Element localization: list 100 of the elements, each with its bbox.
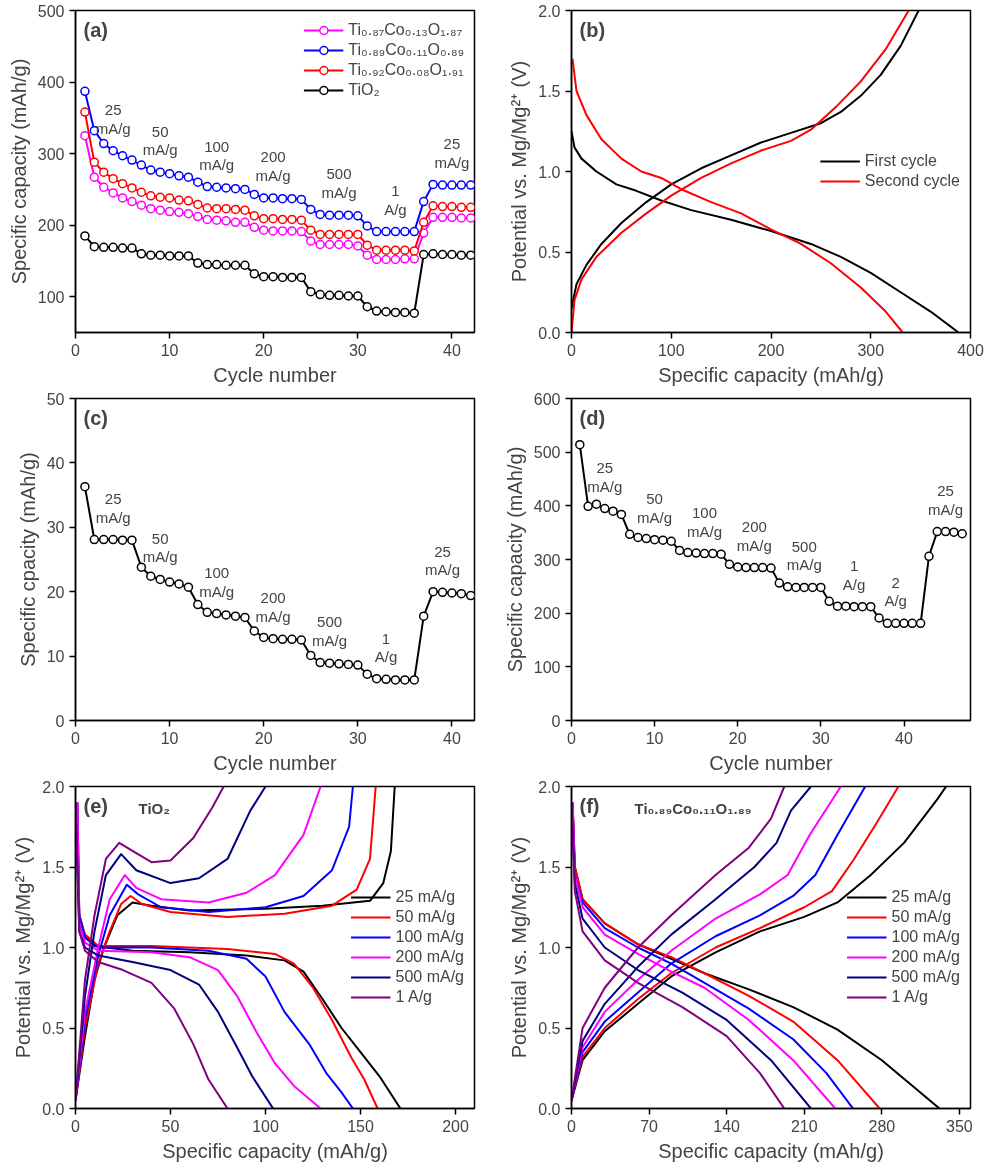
- x-axis-title: Cycle number: [709, 751, 834, 774]
- y-tick-label: 1.0: [538, 163, 561, 181]
- y-tick-label: 0.0: [538, 1100, 561, 1118]
- annotation: 100 mA/g: [687, 503, 723, 540]
- y-tick-label: 1.5: [538, 83, 561, 100]
- x-tick-label: 20: [254, 341, 273, 359]
- x-tick-label: 70: [640, 1117, 659, 1135]
- y-tick-label: 2.0: [538, 778, 561, 796]
- y-tick-label: 2.0: [538, 2, 561, 20]
- y-tick-label: 0.0: [538, 324, 561, 342]
- annotation: (f): [579, 794, 600, 817]
- y-tick-label: 0.5: [538, 244, 561, 261]
- y-tick-label: 2.0: [42, 778, 65, 796]
- legend-label: 500 mA/g: [891, 968, 960, 986]
- annotation: 1 A/g: [842, 557, 866, 593]
- x-tick-label: 20: [728, 729, 747, 747]
- y-tick-label: 0: [55, 712, 65, 730]
- x-tick-label: 140: [713, 1117, 741, 1135]
- annotation: 200 mA/g: [255, 589, 291, 625]
- y-tick-label: 0.5: [538, 1020, 561, 1037]
- y-tick-label: 600: [533, 390, 561, 408]
- y-tick-label: 500: [533, 444, 561, 462]
- annotation: 50 mA/g: [142, 122, 178, 159]
- y-tick-label: 30: [46, 519, 65, 537]
- y-tick-label: 10: [46, 648, 65, 666]
- x-tick-label: 10: [160, 341, 179, 359]
- x-tick-label: 200: [757, 341, 785, 359]
- annotation: 500 mA/g: [312, 613, 348, 650]
- x-tick-label: 40: [443, 729, 461, 747]
- x-tick-label: 0: [71, 341, 81, 359]
- y-tick-label: 20: [46, 583, 65, 601]
- x-tick-label: 400: [957, 341, 984, 359]
- x-tick-label: 280: [868, 1117, 896, 1135]
- annotation: 25 mA/g: [434, 135, 470, 172]
- y-axis-title: Potential vs. Mg/Mg²⁺ (V): [12, 836, 35, 1059]
- legend-label: Second cycle: [864, 172, 960, 190]
- annotation: 100 mA/g: [199, 563, 235, 600]
- annotation: (b): [579, 18, 606, 41]
- annotation: 25 mA/g: [95, 489, 131, 526]
- x-axis-title: Specific capacity (mAh/g): [162, 1139, 388, 1162]
- annotation: 25 mA/g: [587, 458, 623, 495]
- annotation: 50 mA/g: [637, 489, 673, 526]
- x-tick-label: 30: [348, 341, 367, 359]
- x-tick-label: 10: [160, 729, 179, 747]
- x-tick-label: 50: [161, 1117, 180, 1135]
- y-tick-label: 200: [533, 605, 561, 623]
- x-axis-title: Specific capacity (mAh/g): [658, 363, 884, 386]
- x-tick-label: 40: [895, 729, 913, 747]
- x-tick-label: 10: [645, 729, 664, 747]
- x-tick-label: 350: [946, 1117, 973, 1135]
- annotation: 100 mA/g: [199, 137, 235, 174]
- legend-label: 50 mA/g: [395, 908, 456, 926]
- y-tick-label: 1.5: [538, 859, 561, 876]
- y-tick-label: 300: [37, 145, 65, 163]
- annotation: 500 mA/g: [786, 537, 822, 574]
- y-tick-label: 50: [46, 390, 65, 408]
- annotation: TiO₂: [138, 799, 170, 817]
- annotation: 2 A/g: [884, 573, 907, 610]
- y-axis-title: Specific capacity (mAh/g): [503, 446, 526, 673]
- x-tick-label: 150: [347, 1117, 374, 1135]
- x-tick-label: 0: [567, 729, 577, 747]
- legend-label: 500 mA/g: [395, 968, 464, 986]
- y-tick-label: 40: [46, 454, 65, 472]
- annotation: 25 mA/g: [928, 481, 964, 518]
- y-tick-label: 1.0: [538, 939, 561, 957]
- legend-label: 25 mA/g: [891, 888, 952, 906]
- annotation: Ti₀.₈₉Co₀.₁₁O₁.₈₉: [634, 799, 752, 817]
- legend-label: 200 mA/g: [891, 948, 960, 966]
- annotation: 200 mA/g: [255, 148, 291, 184]
- x-tick-label: 30: [811, 729, 830, 747]
- annotation: 25 mA/g: [425, 542, 461, 579]
- y-tick-label: 100: [37, 288, 65, 306]
- annotation: 50 mA/g: [142, 529, 178, 566]
- legend-label: Ti₀.₈₇Co₀.₁₃O₁.₈₇: [348, 21, 463, 39]
- x-tick-label: 30: [348, 729, 367, 747]
- legend-label: 1 A/g: [891, 988, 928, 1006]
- x-tick-label: 100: [252, 1117, 279, 1135]
- y-tick-label: 0.5: [42, 1020, 65, 1037]
- legend-label: 25 mA/g: [395, 888, 456, 906]
- legend-label: 100 mA/g: [395, 928, 464, 946]
- annotation: (c): [83, 406, 108, 429]
- legend-label: 1 A/g: [395, 988, 432, 1006]
- x-axis-title: Specific capacity (mAh/g): [658, 1139, 884, 1162]
- y-axis-title: Specific cpacity (mAh/g): [16, 452, 39, 667]
- x-tick-label: 200: [442, 1117, 469, 1135]
- legend-label: 100 mA/g: [891, 928, 960, 946]
- annotation: (e): [83, 794, 108, 817]
- legend-label: TiO₂: [348, 81, 380, 99]
- x-axis-title: Cycle number: [213, 363, 338, 386]
- legend-label: 200 mA/g: [395, 948, 464, 966]
- x-tick-label: 0: [567, 1117, 577, 1135]
- y-tick-label: 500: [37, 2, 65, 20]
- annotation: (a): [83, 18, 108, 41]
- legend-label: First cycle: [864, 152, 937, 170]
- annotation: 1 A/g: [374, 629, 398, 666]
- legend-label: Ti₀.₉₂Co₀.₀₈O₁.₉₁: [348, 61, 464, 79]
- x-tick-label: 210: [790, 1117, 818, 1135]
- x-tick-label: 0: [71, 1117, 81, 1135]
- legend-label: Ti₀.₈₉Co₀.₁₁O₀.₈₉: [348, 41, 464, 59]
- y-tick-label: 100: [533, 658, 561, 676]
